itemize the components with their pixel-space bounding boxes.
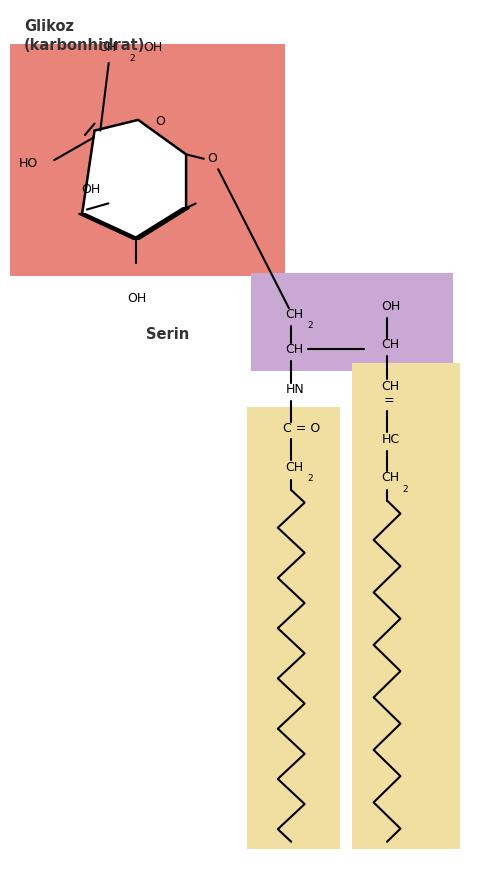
Text: HN: HN (285, 383, 304, 396)
FancyBboxPatch shape (247, 407, 340, 849)
Text: OH: OH (143, 41, 162, 53)
Text: CH: CH (285, 461, 304, 473)
Text: O: O (155, 115, 165, 128)
Text: 2: 2 (307, 474, 313, 483)
Text: 2: 2 (129, 54, 135, 63)
Text: 2: 2 (307, 321, 313, 330)
Text: OH: OH (127, 292, 146, 304)
Text: CH: CH (285, 308, 304, 320)
Text: =: = (383, 395, 394, 407)
FancyBboxPatch shape (251, 273, 453, 371)
Polygon shape (82, 120, 186, 239)
FancyBboxPatch shape (352, 363, 460, 849)
FancyBboxPatch shape (10, 44, 285, 276)
Text: CH: CH (99, 41, 117, 53)
Text: Glikoz: Glikoz (24, 19, 74, 34)
Text: OH: OH (81, 184, 101, 196)
Text: HO: HO (19, 158, 38, 170)
Text: CH: CH (285, 343, 304, 355)
Text: OH: OH (381, 300, 400, 312)
Text: CH: CH (381, 381, 399, 393)
Text: Serin: Serin (146, 326, 189, 342)
Text: HC: HC (381, 433, 399, 445)
Text: CH: CH (381, 339, 399, 351)
Text: 2: 2 (403, 485, 409, 493)
Text: C = O: C = O (283, 423, 320, 435)
Text: (karbonhidrat): (karbonhidrat) (24, 38, 145, 52)
Text: CH: CH (381, 472, 399, 484)
Text: O: O (207, 152, 217, 165)
